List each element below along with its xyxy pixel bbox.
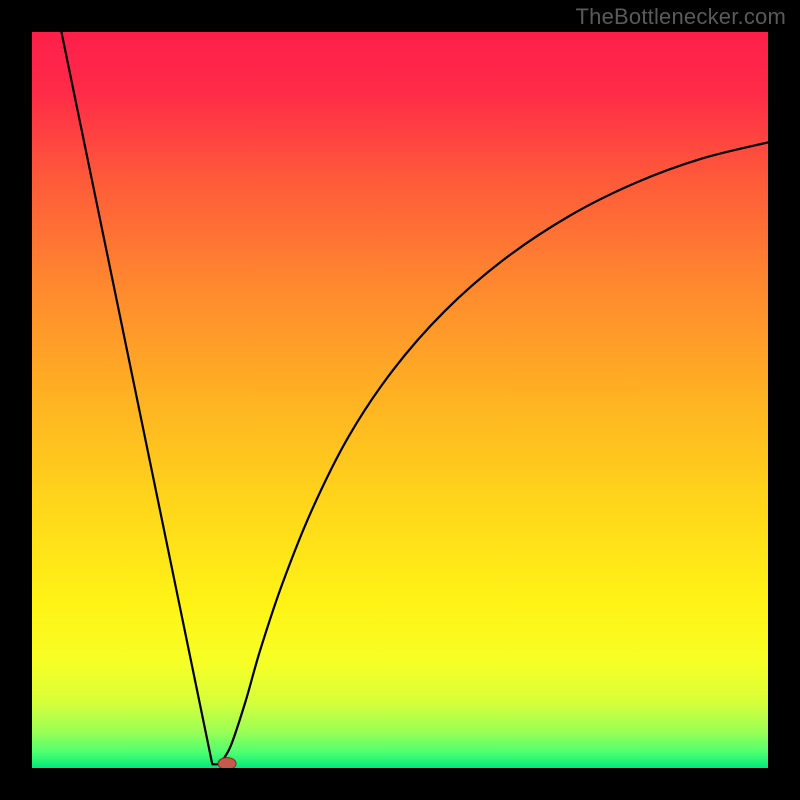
chart-frame: TheBottlenecker.com	[0, 0, 800, 800]
bottleneck-chart	[32, 32, 768, 768]
optimum-marker	[218, 758, 236, 768]
chart-svg	[32, 32, 768, 768]
watermark-text: TheBottlenecker.com	[576, 4, 786, 30]
gradient-background	[32, 32, 768, 768]
